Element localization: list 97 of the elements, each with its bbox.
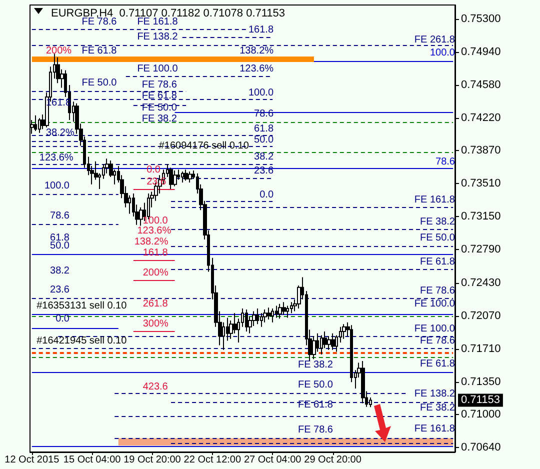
- annotation: FE 100.0: [137, 64, 178, 74]
- annotation: 123.6%: [137, 226, 172, 236]
- annotation: 100.0: [430, 48, 456, 58]
- annotation: FE 138.2: [137, 32, 178, 42]
- candlestick: [188, 170, 192, 184]
- annotation: FE 50.0: [82, 78, 118, 88]
- annotation: FE 38.2: [142, 114, 178, 124]
- annotation: FE 261.8: [414, 34, 456, 46]
- annotation: 23.6: [50, 284, 70, 296]
- annotation: FE 38.2: [298, 360, 334, 370]
- annotation: 23.6: [254, 166, 274, 176]
- candlestick: [327, 336, 331, 350]
- y-tick-label: 0.71710: [461, 342, 501, 355]
- candlestick: [278, 303, 282, 320]
- annotation: 138.2%: [240, 46, 274, 56]
- annotation: 38.2: [50, 266, 70, 276]
- annotation: FE 50.0: [420, 232, 456, 244]
- annotation: FE 78.6: [82, 16, 118, 28]
- candlestick: [245, 308, 248, 332]
- annotation: 50.0: [50, 240, 70, 252]
- annotation: 123.6%: [240, 64, 274, 74]
- x-tick-label: 29 Oct 20:00: [304, 454, 362, 466]
- candlestick: [34, 114, 37, 132]
- annotation: FE 138.2: [414, 388, 456, 400]
- annotation: 123.6%: [39, 152, 74, 164]
- candlestick: [361, 360, 365, 404]
- annotation: FE 50.0: [298, 380, 334, 390]
- annotation: 61.8: [254, 124, 274, 134]
- candlestick: [271, 308, 274, 323]
- annotation: 38.2: [254, 152, 274, 162]
- annotation: 200%: [46, 46, 72, 56]
- y-tick-label: 0.73510: [461, 177, 501, 190]
- y-tick-label: 0.70640: [461, 441, 501, 454]
- annotation: 138.2%: [134, 236, 168, 248]
- candlestick: [260, 312, 263, 328]
- candlestick: [282, 302, 286, 316]
- annotation: FE 78.6: [420, 286, 456, 296]
- candlestick: [256, 308, 259, 325]
- y-tick-label: 0.73150: [461, 210, 501, 223]
- candlestick: [169, 167, 173, 190]
- y-tick-label: 0.71350: [461, 376, 501, 388]
- x-tick-label: 27 Oct 04:00: [244, 454, 302, 466]
- candlestick: [56, 56, 60, 84]
- annotation: 423.6: [142, 382, 168, 392]
- annotation: FE 161.8: [414, 424, 456, 434]
- candlestick: [263, 308, 267, 323]
- candlestick: [275, 305, 278, 318]
- y-tick-label: 0.75300: [461, 12, 501, 25]
- annotation: FE 100.0: [414, 298, 456, 310]
- x-tick-label: 12 Oct 2015: [4, 454, 60, 466]
- annotation: 100.0: [44, 180, 70, 192]
- annotation: FE 61.8: [420, 256, 456, 268]
- annotation: #16353131 sell 0.10: [36, 300, 128, 312]
- annotation: 100.0: [142, 216, 168, 226]
- candlestick: [267, 307, 271, 320]
- y-tick-label: 0.71000: [461, 408, 501, 420]
- y-tick-label: 0.74220: [461, 112, 501, 124]
- candlestick: [173, 170, 177, 187]
- annotation: FE 38.2: [420, 216, 456, 228]
- annotation: 100.0: [248, 88, 274, 98]
- candlestick: [286, 305, 289, 318]
- annotation: 78.6: [436, 156, 456, 168]
- annotation: FE 78.6: [298, 424, 334, 436]
- y-tick-label: 0.72070: [461, 310, 501, 322]
- annotation: FE 61.8: [420, 358, 456, 370]
- annotation: FE 100.0: [414, 324, 456, 334]
- candlestick: [331, 332, 335, 350]
- candlestick: [342, 324, 346, 340]
- y-tick-label: 0.73870: [461, 144, 501, 156]
- annotation: 0.0: [56, 314, 70, 324]
- text: 0.71153: [461, 394, 500, 406]
- y-tick-label: 0.72790: [461, 244, 501, 256]
- annotation: 0.0: [260, 190, 274, 200]
- annotation: FE 161.8: [137, 16, 178, 28]
- annotation: FE 161.8: [414, 194, 456, 206]
- annotation: #16421945 sell 0.10: [36, 336, 128, 346]
- candlestick: [184, 169, 188, 182]
- y-tick-label: 0.74580: [461, 79, 501, 92]
- annotation: 161.8: [248, 24, 274, 36]
- candlestick: [181, 170, 184, 184]
- candlestick: [320, 334, 323, 356]
- annotation: 78.6: [50, 210, 70, 222]
- x-tick-label: 19 Oct 20:00: [124, 454, 182, 466]
- annotation: 261.8: [142, 298, 168, 310]
- annotation: FE 38.2: [420, 402, 456, 414]
- annotation: FE 78.6: [142, 80, 178, 90]
- x-tick-label: 22 Oct 12:00: [184, 454, 242, 466]
- candlestick: [38, 118, 41, 134]
- annotation: #16094176 sell 0.10: [158, 140, 250, 152]
- candlestick: [139, 206, 143, 226]
- annotation: 300%: [142, 318, 169, 330]
- x-tick-label: 15 Oct 04:00: [63, 454, 122, 466]
- annotation: FE 61.8: [82, 46, 118, 56]
- candlestick: [290, 302, 293, 314]
- annotation: 200%: [142, 268, 169, 278]
- y-tick-label: 0.74940: [461, 46, 501, 58]
- y-tick-label: 0.72430: [461, 276, 501, 289]
